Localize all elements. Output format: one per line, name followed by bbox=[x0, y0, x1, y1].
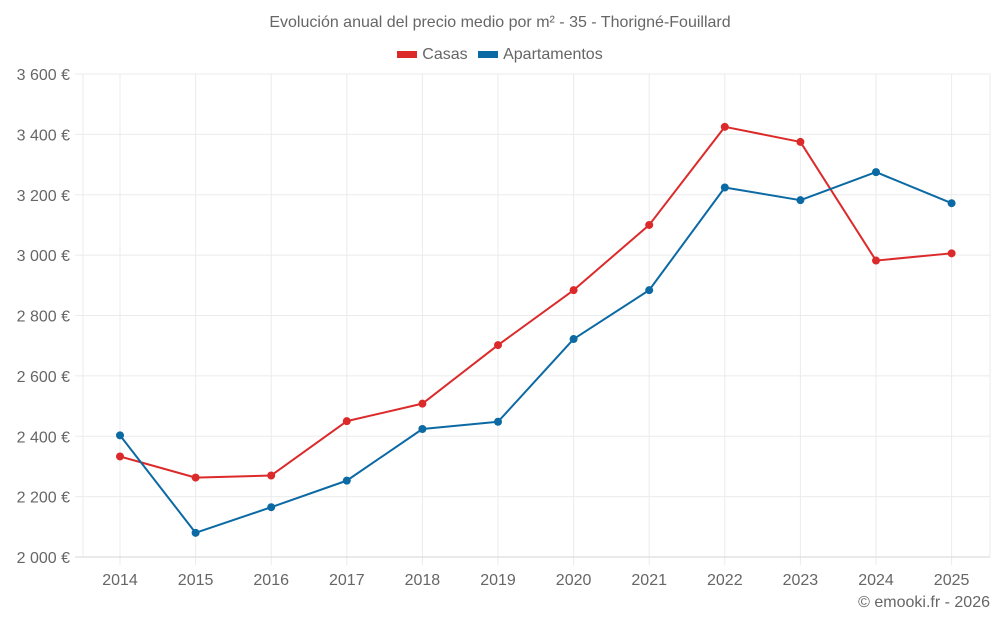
data-point-casas bbox=[342, 417, 351, 426]
legend-item-apartamentos[interactable]: Apartamentos bbox=[478, 46, 603, 64]
x-tick-label: 2025 bbox=[934, 572, 970, 589]
data-point-apartamentos bbox=[191, 528, 200, 537]
grid bbox=[75, 73, 991, 565]
x-tick-label: 2015 bbox=[178, 572, 214, 589]
legend-item-casas[interactable]: Casas bbox=[397, 45, 468, 64]
x-tick-label: 2024 bbox=[858, 572, 894, 589]
series-line-casas bbox=[119, 125, 952, 479]
data-point-casas bbox=[267, 471, 276, 480]
y-tick-label: 3 200 € bbox=[17, 188, 70, 205]
data-point-casas bbox=[720, 122, 729, 131]
y-tick-label: 2 200 € bbox=[17, 490, 70, 507]
y-tick-label: 3 600 € bbox=[17, 67, 70, 84]
data-point-apartamentos bbox=[418, 425, 427, 434]
y-tick-label: 3 000 € bbox=[17, 248, 70, 265]
chart-title: Evolución anual del precio medio por m² … bbox=[269, 14, 731, 31]
x-tick-label: 2019 bbox=[480, 572, 516, 589]
data-point-apartamentos bbox=[720, 183, 729, 192]
data-point-casas bbox=[191, 473, 200, 482]
axes: 2 000 € 2 200 € 2 400 € 2 600 € 2 800 € 3 000… bbox=[17, 67, 990, 589]
x-tick-label: 2014 bbox=[102, 572, 138, 589]
data-point-casas bbox=[418, 399, 427, 408]
data-point-apartamentos bbox=[947, 199, 956, 208]
y-tick-label: 2 600 € bbox=[17, 369, 70, 386]
data-point-apartamentos bbox=[494, 417, 502, 426]
y-tick-label: 2 400 € bbox=[17, 429, 70, 446]
x-tick-label: 2022 bbox=[707, 572, 743, 589]
data-point-casas bbox=[494, 341, 502, 350]
x-tick-label: 2018 bbox=[405, 572, 441, 589]
data-point-casas bbox=[872, 256, 880, 265]
data-point-apartamentos bbox=[116, 431, 124, 440]
y-tick-label: 2 000 € bbox=[17, 550, 70, 567]
data-point-apartamentos bbox=[569, 335, 578, 344]
legend: Casas Apartamentos bbox=[0, 45, 1000, 64]
x-tick-label: 2016 bbox=[253, 572, 289, 589]
data-point-casas bbox=[645, 220, 654, 229]
legend-label-apartamentos: Apartamentos bbox=[503, 45, 603, 63]
data-point-apartamentos bbox=[872, 168, 880, 177]
x-tick-label: 2023 bbox=[783, 572, 819, 589]
data-point-apartamentos bbox=[796, 196, 805, 205]
legend-swatch-apartamentos bbox=[478, 51, 499, 58]
legend-swatch-casas bbox=[397, 51, 418, 58]
x-tick-label: 2020 bbox=[556, 572, 592, 589]
data-point-casas bbox=[947, 249, 956, 258]
data-point-apartamentos bbox=[645, 286, 654, 295]
data-point-apartamentos bbox=[267, 503, 276, 512]
legend-label-casas: Casas bbox=[422, 45, 468, 63]
copyright-text: © emooki.fr - 2026 bbox=[858, 594, 990, 611]
series bbox=[116, 122, 956, 537]
y-tick-label: 3 400 € bbox=[17, 127, 70, 144]
data-point-casas bbox=[569, 286, 578, 295]
x-tick-label: 2021 bbox=[631, 572, 667, 589]
x-tick-label: 2017 bbox=[329, 572, 365, 589]
y-tick-label: 2 800 € bbox=[17, 309, 70, 326]
series-line-apartamentos bbox=[119, 171, 952, 534]
data-point-casas bbox=[796, 137, 805, 146]
data-point-casas bbox=[116, 452, 124, 461]
data-point-apartamentos bbox=[342, 476, 351, 485]
